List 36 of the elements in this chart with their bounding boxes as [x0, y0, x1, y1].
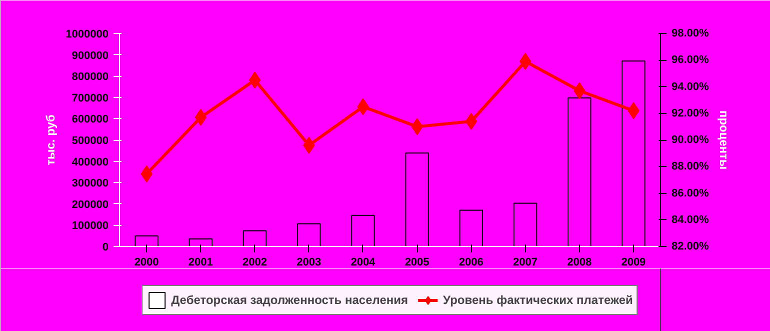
y-tick-label: 400000 — [72, 156, 109, 168]
x-tick-label: 2008 — [567, 256, 592, 268]
point — [248, 72, 261, 89]
y2-tick-label: 82.00% — [672, 240, 710, 252]
y-tick-label: 300000 — [72, 178, 109, 190]
y-tick-label: 0 — [102, 242, 109, 254]
y-tick-label: 600000 — [72, 114, 109, 126]
x-tick-label: 2001 — [188, 256, 213, 268]
y2-tick-label: 94.00% — [672, 80, 710, 93]
x-tick-label: 2002 — [242, 256, 267, 268]
y-tick-label: 700000 — [72, 92, 109, 104]
x-tick-label: 2009 — [621, 256, 646, 268]
y-tick-label: 900000 — [72, 50, 109, 62]
y-tick-label: 800000 — [72, 71, 109, 84]
y-tick-label: 500000 — [72, 135, 109, 147]
y2-tick-label: 84.00% — [672, 214, 710, 226]
y2-tick-label: 86.00% — [672, 187, 710, 200]
y2-tick-label: 98.00% — [672, 28, 710, 40]
point — [519, 52, 532, 70]
legend-label: Уровень фактических платежей — [443, 292, 633, 306]
legend-label: Дебеторская задолженность населения — [171, 292, 408, 306]
x-tick-label: 2003 — [296, 256, 322, 268]
y2-tick-label: 92.00% — [672, 107, 710, 120]
x-tick-label: 2000 — [134, 256, 159, 268]
x-tick-label: 2004 — [350, 256, 376, 268]
y2-tick-label: 96.00% — [672, 54, 710, 66]
y-axis-title: тыс. руб — [44, 114, 58, 166]
y-tick-label: 1000000 — [66, 28, 109, 40]
y2-axis-title: проценты — [716, 110, 731, 170]
x-tick-label: 2005 — [404, 256, 430, 268]
y2-tick-label: 90.00% — [672, 134, 710, 146]
y-tick-label: 100000 — [72, 220, 109, 232]
y-tick-label: 200000 — [72, 198, 109, 211]
x-tick-label: 2006 — [458, 256, 484, 268]
y2-tick-label: 88.00% — [672, 160, 710, 173]
x-tick-label: 2007 — [513, 256, 538, 268]
